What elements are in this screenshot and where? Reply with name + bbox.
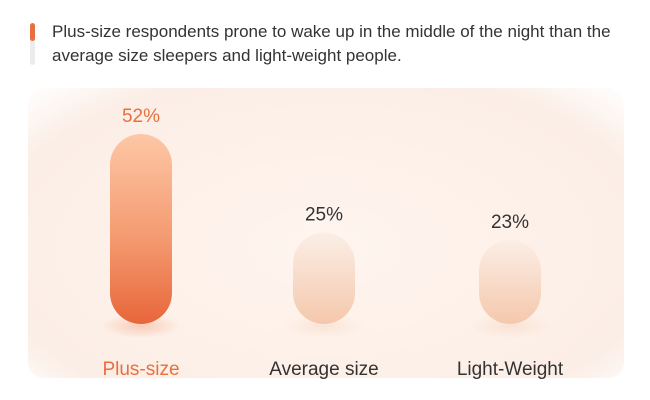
- category-label: Light-Weight: [457, 359, 564, 380]
- value-label: 23%: [491, 212, 529, 233]
- accent-bar: [30, 23, 35, 65]
- bar-shadow: [470, 314, 550, 338]
- value-label: 52%: [122, 106, 160, 127]
- bar-shadow: [101, 314, 181, 338]
- bar-shadow: [284, 314, 364, 338]
- category-label: Plus-size: [102, 359, 179, 380]
- category-label: Average size: [269, 359, 379, 380]
- value-label: 25%: [305, 205, 343, 226]
- chart-header: Plus-size respondents prone to wake up i…: [30, 20, 630, 68]
- bar-3: [479, 239, 541, 324]
- bar-2: [293, 232, 355, 324]
- bar-1: [110, 134, 172, 324]
- chart-subtitle: Plus-size respondents prone to wake up i…: [52, 22, 611, 65]
